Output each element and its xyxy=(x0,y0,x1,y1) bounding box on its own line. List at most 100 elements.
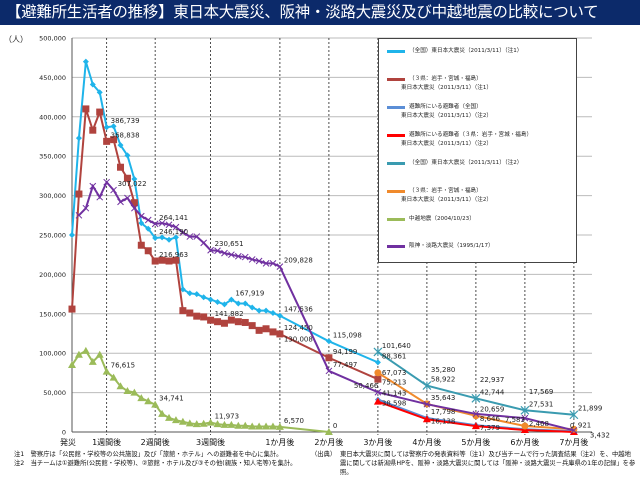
data-point xyxy=(234,318,242,326)
data-point xyxy=(422,381,432,390)
legend-item: 避難所にいる避難者（３県：岩手・宮城・福島） 東日本大震災（2011/3/11）（… xyxy=(387,131,572,151)
data-label: 141,882 xyxy=(215,310,244,318)
asterisk-marker-icon xyxy=(387,162,405,165)
data-label: 42,744 xyxy=(480,388,505,396)
circle-marker-icon xyxy=(387,190,405,193)
data-point xyxy=(228,251,235,259)
data-point xyxy=(82,105,90,113)
legend-label: 阪神・淡路大震災（1995/1/17） xyxy=(409,243,494,249)
diamond-marker-icon xyxy=(387,106,405,109)
data-point xyxy=(124,152,131,159)
data-label: 2,468 xyxy=(529,420,549,428)
data-point xyxy=(373,397,382,405)
data-point xyxy=(103,137,111,145)
data-label: 101,640 xyxy=(382,342,411,350)
data-point xyxy=(145,225,152,232)
y-tick-label: 250,000 xyxy=(39,232,66,240)
data-point xyxy=(213,420,222,428)
data-label: 147,536 xyxy=(284,306,313,314)
data-point xyxy=(192,420,201,428)
note-1: 注1 警察庁は「公民館・学校等の公共施設」及び「旅館・ホテル」への避難者を中心に… xyxy=(14,451,283,458)
data-label: 35,643 xyxy=(431,394,456,402)
data-point xyxy=(151,257,159,265)
data-point xyxy=(89,182,97,190)
data-point xyxy=(276,312,283,319)
data-point xyxy=(325,338,332,345)
data-point xyxy=(179,229,187,236)
data-label: 22,937 xyxy=(480,376,505,384)
x-tick-label: 3か月後 xyxy=(363,437,392,447)
data-point xyxy=(75,190,83,198)
data-label: 8,646 xyxy=(480,415,501,423)
data-label: 76,615 xyxy=(111,362,135,370)
y-tick-label: 400,000 xyxy=(39,113,66,121)
data-point xyxy=(241,253,249,261)
y-tick-label: 100,000 xyxy=(39,350,66,358)
data-point xyxy=(269,328,277,336)
data-point xyxy=(521,414,529,422)
data-point xyxy=(249,304,256,311)
data-label: 20,659 xyxy=(480,406,505,414)
data-point xyxy=(200,313,208,321)
y-tick-label: 50,000 xyxy=(43,389,66,397)
data-point xyxy=(228,296,235,303)
legend-label: 避難所にいる避難者（３県：岩手・宮城・福島） xyxy=(409,132,533,138)
legend-label: 避難所にいる避難者（全国） xyxy=(409,104,482,110)
data-point xyxy=(269,260,277,267)
data-label: 21,899 xyxy=(578,405,603,413)
data-point xyxy=(423,400,431,408)
triangle-marker-icon xyxy=(387,218,405,221)
data-point xyxy=(200,239,208,247)
data-point xyxy=(172,256,180,264)
data-point xyxy=(144,247,152,255)
data-point xyxy=(130,388,139,396)
data-point xyxy=(179,307,187,315)
data-point xyxy=(144,216,152,224)
data-point xyxy=(185,419,194,427)
legend-item: （全国）東日本大震災（2011/3/11）（注2） xyxy=(387,159,572,179)
data-point xyxy=(117,142,124,149)
data-label: 17,798 xyxy=(431,408,456,416)
data-point xyxy=(220,420,229,428)
y-tick-label: 450,000 xyxy=(39,74,66,82)
data-point xyxy=(193,233,201,240)
data-point xyxy=(152,235,159,242)
legend-label-line2: 東日本大震災（2011/3/11）（注2） xyxy=(401,197,492,203)
data-point xyxy=(268,422,277,430)
data-point xyxy=(472,410,480,418)
data-point xyxy=(248,322,256,330)
data-point xyxy=(263,307,270,314)
data-label: 0 xyxy=(570,422,574,430)
data-point xyxy=(373,347,383,357)
data-point xyxy=(207,296,214,303)
series-line xyxy=(78,180,575,432)
legend-label: 中越地震（2004/10/23） xyxy=(409,216,475,222)
legend-item: 中越地震（2004/10/23） xyxy=(387,215,572,235)
y-tick-label: 500,000 xyxy=(39,35,66,43)
data-point xyxy=(214,247,221,255)
x-tick-label: 3週間後 xyxy=(196,437,225,447)
data-point xyxy=(103,124,110,131)
data-point xyxy=(199,419,208,427)
x-tick-label: 1か月後 xyxy=(265,437,294,447)
y-tick-label: 300,000 xyxy=(39,192,66,200)
legend-label-line2: 東日本大震災（2011/3/11）（注2） xyxy=(401,141,492,147)
data-point xyxy=(186,309,194,317)
data-point xyxy=(235,300,242,307)
data-point xyxy=(179,286,186,293)
data-label: 77,497 xyxy=(333,361,358,369)
data-label: 35,280 xyxy=(431,366,456,374)
data-point xyxy=(89,126,97,134)
data-point xyxy=(137,394,146,402)
data-label: 115,098 xyxy=(333,331,362,339)
data-point xyxy=(131,176,138,183)
data-label: 94,199 xyxy=(333,348,358,356)
data-point xyxy=(96,193,104,201)
data-point xyxy=(75,211,83,219)
square-marker-icon xyxy=(387,78,405,81)
data-point xyxy=(144,397,153,405)
data-point xyxy=(471,393,481,403)
data-point xyxy=(241,318,249,326)
x-tick-label: 7か月後 xyxy=(559,437,588,447)
data-point xyxy=(151,220,159,228)
